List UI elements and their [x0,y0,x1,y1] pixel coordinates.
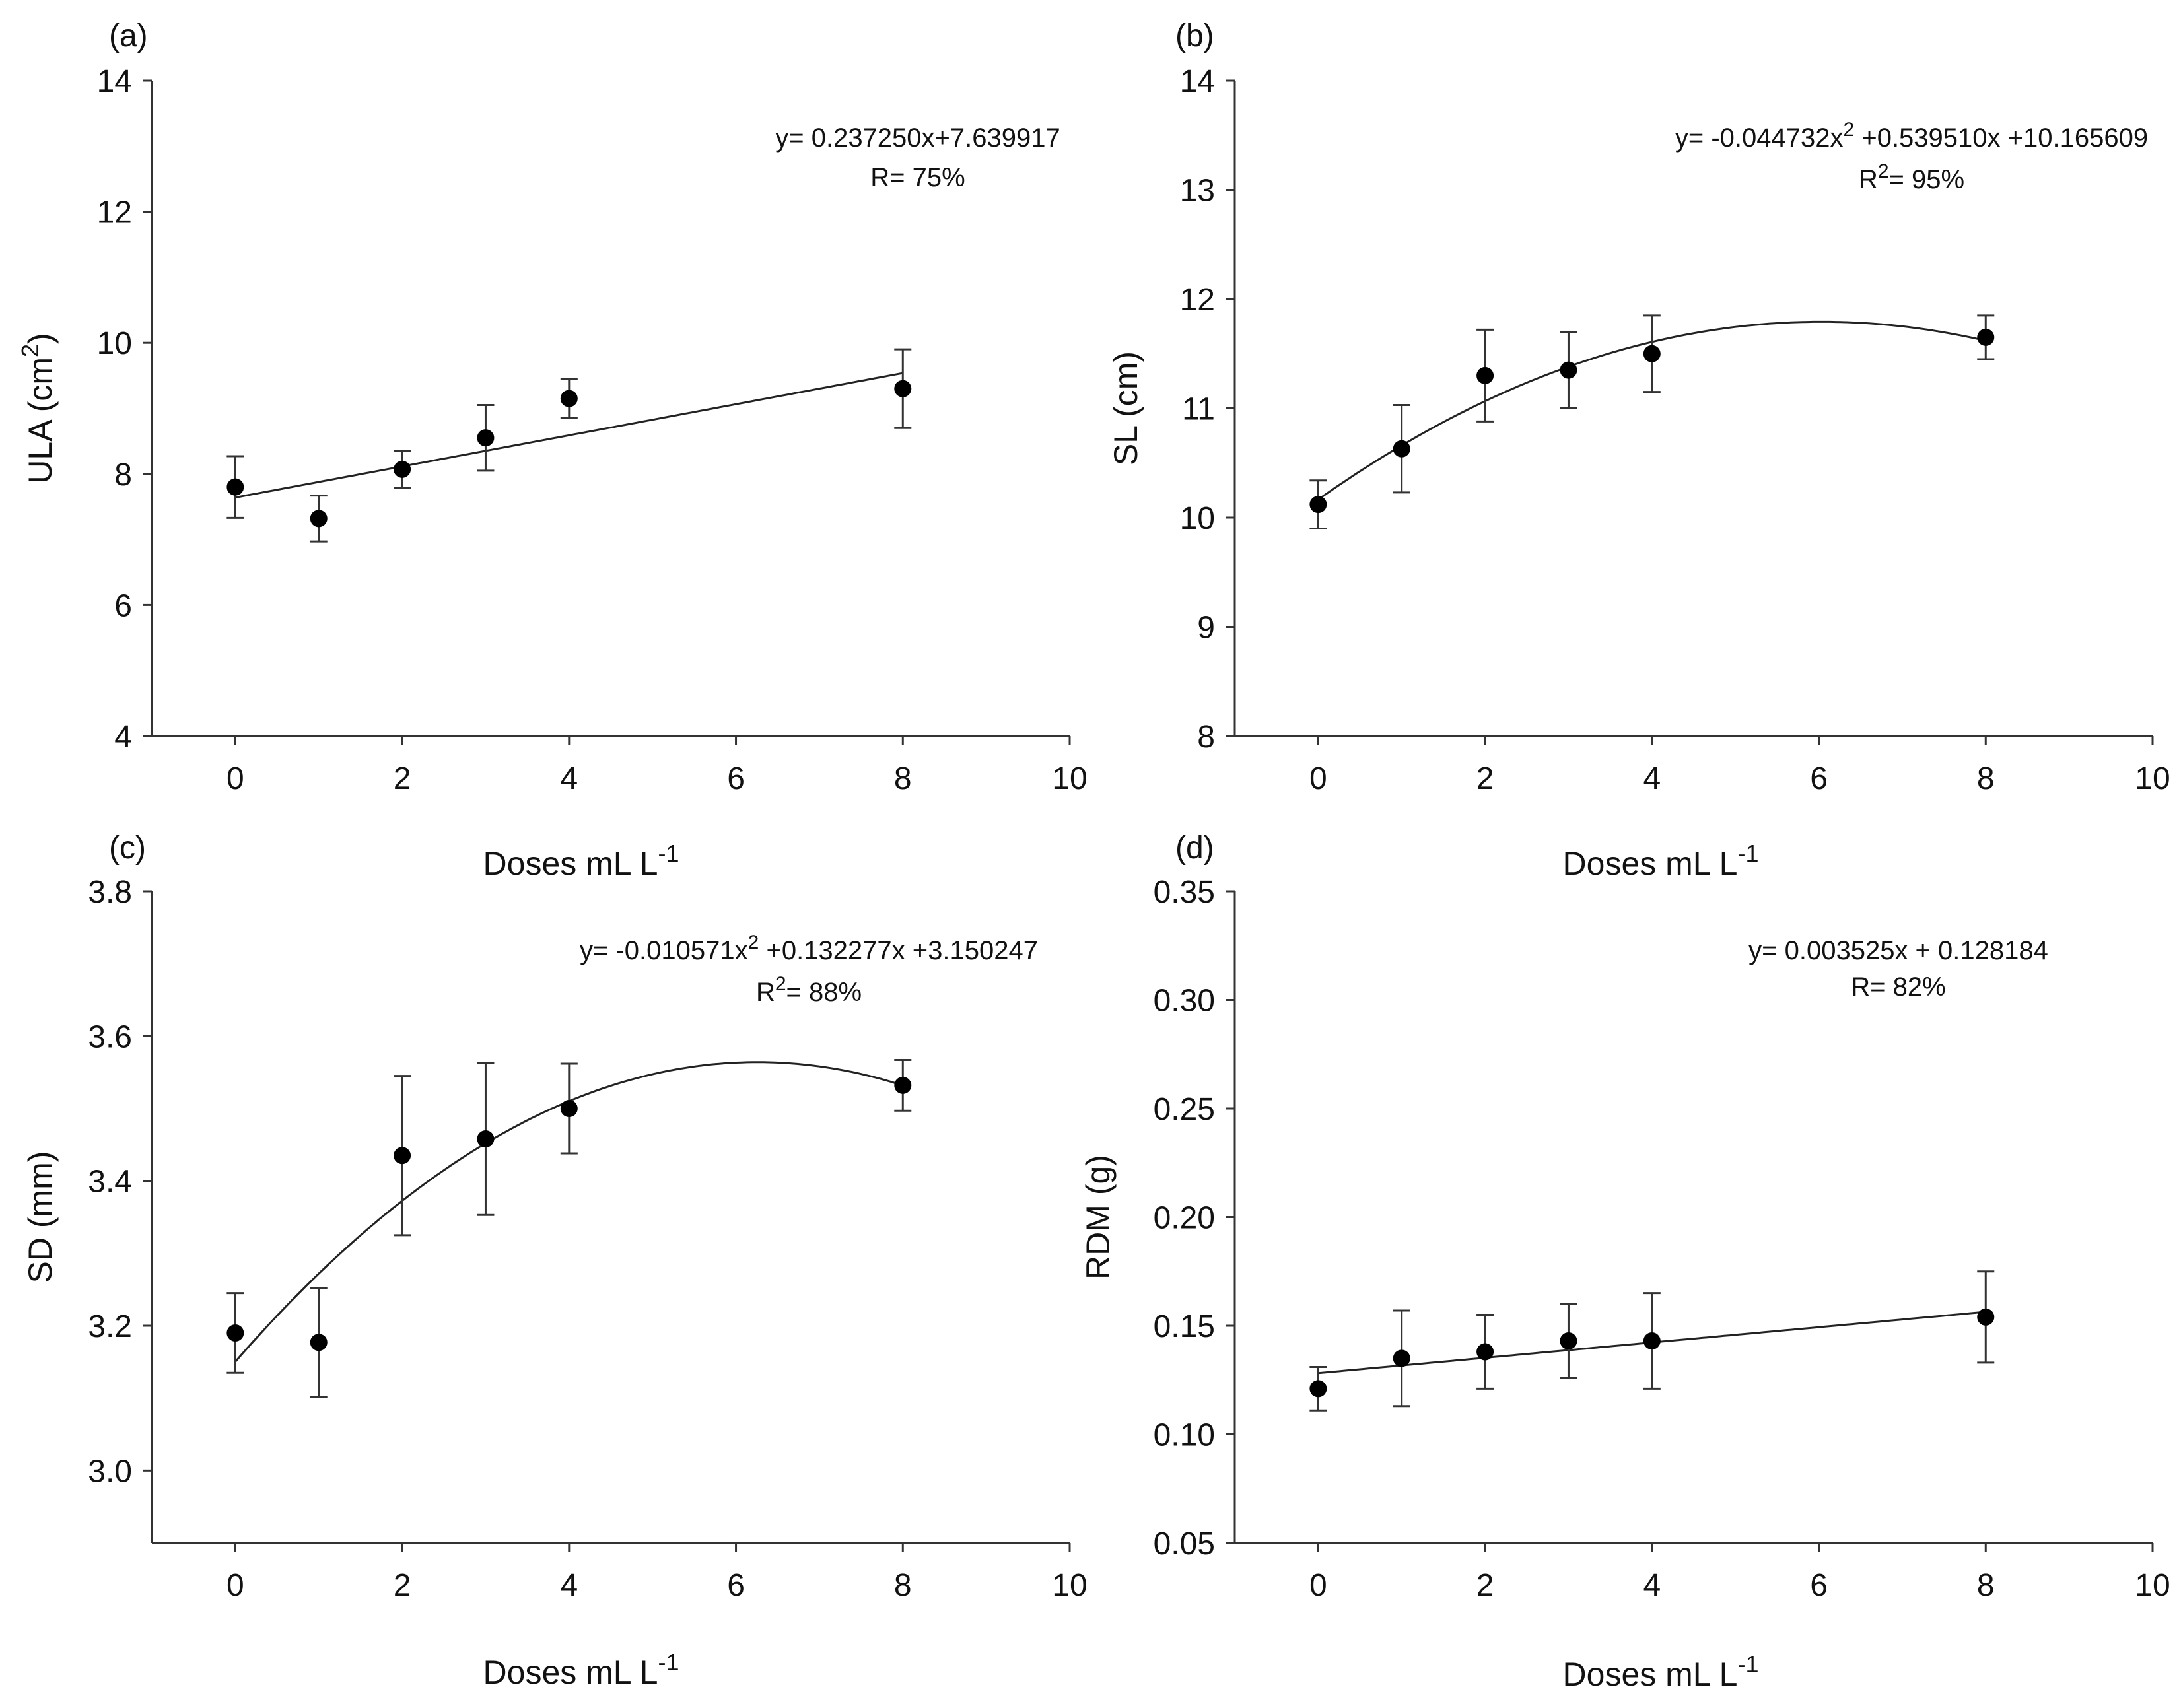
x-tick-label: 6 [727,1568,745,1603]
data-point [1560,361,1577,379]
data-point [1309,1380,1327,1398]
x-axis-label: Doses mL L-1 [1563,1651,1759,1693]
x-tick-label: 10 [2135,761,2170,796]
x-tick-label: 6 [727,761,745,796]
data-point [1393,440,1410,458]
equation-line: y= 0.237250x+7.639917 [775,123,1060,153]
equation-line: R= 82% [1851,973,1945,1002]
x-tick-label: 10 [1052,761,1087,796]
equation-line: R2= 95% [1859,160,1964,194]
data-point [1643,1332,1661,1350]
data-point [1977,328,1995,346]
y-tick-label: 0.10 [1154,1418,1215,1453]
y-axis-label: SL (cm) [1107,351,1144,465]
panel-d: (d) 0.05 0.10 0.15 0.20 0.25 0.30 0.35 0 2 4 6 8 10 Do… [1080,831,2170,1693]
x-tick-label: 8 [894,1568,912,1603]
equation-line: y= 0.003525x + 0.128184 [1748,936,2048,965]
equation-line: R2= 88% [756,973,862,1007]
y-axis-label: RDM (g) [1080,1155,1117,1280]
y-tick-label: 10 [1180,501,1215,536]
x-tick-label: 0 [1309,761,1327,796]
y-tick-label: 3.6 [88,1019,132,1054]
y-tick-label: 3.2 [88,1309,132,1344]
y-tick-label: 14 [97,64,132,99]
data-point [310,1334,328,1351]
y-tick-label: 9 [1197,611,1215,646]
data-point [560,390,578,407]
data-point [894,1076,912,1094]
panel-label: (d) [1175,831,1214,866]
data-point [894,380,912,397]
y-tick-label: 0.15 [1154,1309,1215,1344]
x-axis-label: Doses mL L-1 [483,840,679,882]
y-tick-label: 6 [114,588,132,623]
panel-label: (b) [1175,18,1214,53]
data-point [560,1100,578,1117]
panel-c: (c) 3.0 3.2 3.4 3.6 3.8 0 2 4 6 8 10 Doses mL L-1 SD … [22,831,1088,1691]
x-tick-label: 4 [560,1568,578,1603]
y-tick-label: 0.30 [1154,984,1215,1019]
x-axis-label: Doses mL L-1 [483,1649,679,1691]
y-tick-label: 8 [114,458,132,493]
fit-curve [235,372,903,499]
data-point [477,1130,495,1148]
y-tick-label: 8 [1197,720,1215,755]
x-tick-label: 10 [1052,1568,1087,1603]
y-tick-label: 0.35 [1154,875,1215,910]
panel-label: (c) [109,831,146,866]
y-tick-label: 3.4 [88,1165,132,1200]
equation-line: y= -0.044732x2 +0.539510x +10.165609 [1675,119,2148,153]
x-tick-label: 6 [1810,1568,1828,1603]
x-tick-label: 2 [394,1568,411,1603]
x-tick-label: 8 [1977,761,1995,796]
data-point [1476,1343,1494,1361]
data-point [1476,366,1494,384]
x-tick-label: 2 [394,761,411,796]
x-tick-label: 8 [1977,1568,1995,1603]
equation-line: y= -0.010571x2 +0.132277x +3.150247 [580,932,1038,965]
y-axis-label: ULA (cm2) [17,333,59,483]
y-tick-label: 14 [1180,64,1215,99]
data-point [394,1147,411,1165]
y-tick-label: 12 [97,195,132,230]
x-tick-label: 0 [226,1568,244,1603]
data-point [394,460,411,478]
y-axis-label: SD (mm) [22,1151,59,1283]
panel-a: (a) 4 6 8 10 12 14 0 2 4 6 8 10 Doses mL L-1 ULA (cm2)… [17,18,1088,882]
x-tick-label: 4 [560,761,578,796]
panel-b: (b) 8 9 10 11 12 13 14 0 2 4 6 8 10 Doses mL L-1 SL (cm… [1107,18,2170,882]
data-point [226,478,244,496]
x-tick-label: 10 [2135,1568,2170,1603]
y-tick-label: 11 [1182,392,1215,427]
x-axis-label: Doses mL L-1 [1563,840,1759,882]
y-tick-label: 0.05 [1154,1526,1215,1561]
x-tick-label: 0 [226,761,244,796]
y-tick-label: 0.25 [1154,1092,1215,1127]
y-tick-label: 3.8 [88,875,132,910]
y-tick-label: 12 [1180,283,1215,318]
data-point [1977,1308,1995,1326]
x-tick-label: 2 [1476,1568,1494,1603]
data-point [1393,1349,1410,1367]
y-tick-label: 3.0 [88,1454,132,1489]
equation-line: R= 75% [870,163,965,192]
x-tick-label: 4 [1643,1568,1661,1603]
data-point [1643,345,1661,362]
x-tick-label: 8 [894,761,912,796]
data-point [226,1324,244,1342]
y-tick-label: 0.20 [1154,1201,1215,1236]
panel-label: (a) [109,18,148,53]
data-point [310,510,328,528]
data-point [477,429,495,447]
data-point [1309,496,1327,514]
data-point [1560,1332,1577,1350]
y-tick-label: 13 [1180,174,1215,209]
x-tick-label: 0 [1309,1568,1327,1603]
x-tick-label: 4 [1643,761,1661,796]
y-tick-label: 10 [97,326,132,361]
x-tick-label: 2 [1476,761,1494,796]
y-tick-label: 4 [114,720,132,755]
x-tick-label: 6 [1810,761,1828,796]
